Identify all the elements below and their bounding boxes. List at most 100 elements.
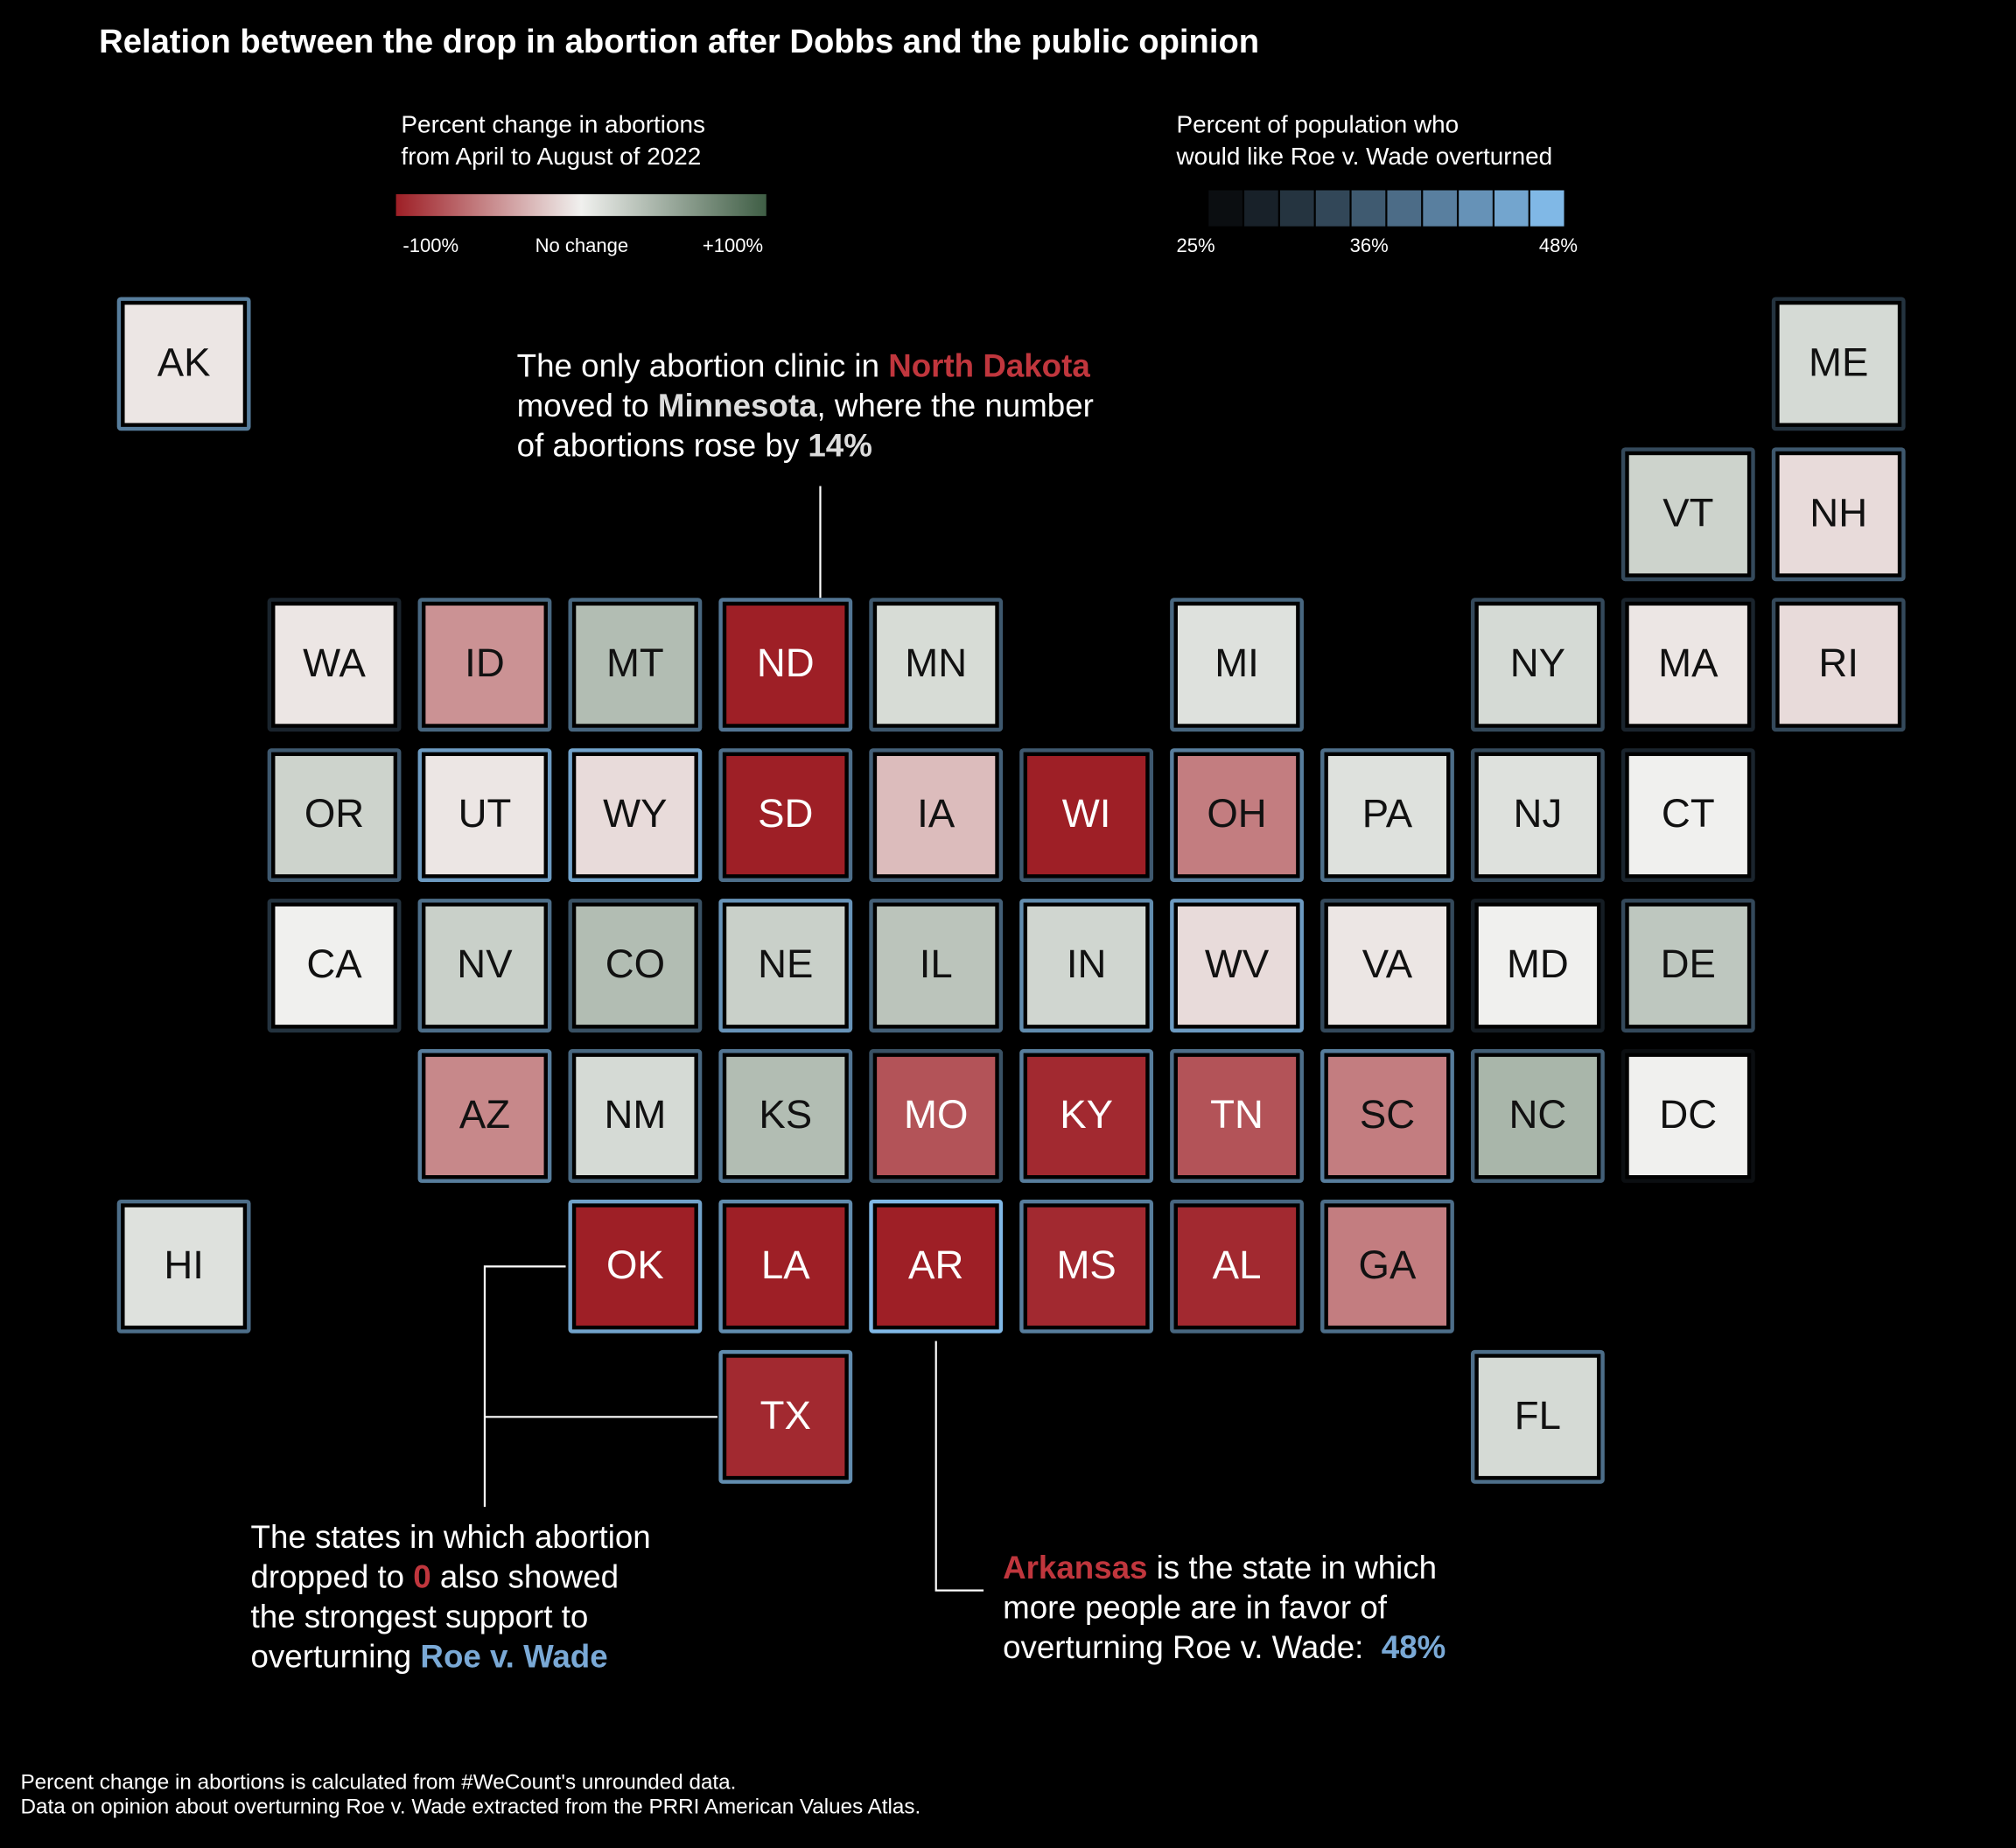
tile [425, 1056, 544, 1176]
tile-label: MO [904, 1092, 968, 1137]
tile [275, 606, 394, 724]
tile [1478, 906, 1597, 1026]
tile-label: NH [1810, 490, 1867, 535]
tile [1027, 756, 1146, 875]
tile [877, 1056, 996, 1176]
legend-tick-label: -100% [402, 234, 458, 256]
tile-label: RI [1818, 640, 1858, 685]
tile-label: NM [604, 1092, 666, 1137]
tile-label: AL [1213, 1242, 1262, 1287]
legend-tick-label: 25% [1176, 234, 1214, 256]
legend-title: Percent change in abortions [401, 110, 705, 137]
tile [124, 1207, 243, 1326]
tile-label: TX [760, 1393, 811, 1438]
connector [483, 1265, 566, 1508]
tile-label: ID [465, 640, 505, 685]
legend-swatch [1459, 190, 1493, 227]
tile-label: NC [1508, 1092, 1566, 1137]
tile-label: WI [1062, 791, 1111, 836]
tile-label: WY [603, 791, 667, 836]
annotation-text: 48% [1382, 1629, 1446, 1665]
tile-label: MD [1507, 942, 1569, 986]
annotation-text: the strongest support to [251, 1599, 589, 1634]
tile [1628, 756, 1747, 875]
legend-swatch [1423, 190, 1457, 227]
legend-swatch [1208, 190, 1242, 227]
tile-label: CO [606, 942, 665, 986]
footnote: Percent change in abortions is calculate… [21, 1770, 737, 1794]
annotation-line: overturning Roe v. Wade [251, 1638, 608, 1674]
tile [877, 1207, 996, 1326]
annotation-text: also showed [431, 1558, 619, 1594]
legend-swatch [1494, 190, 1529, 227]
tile-label: PA [1362, 791, 1413, 836]
annotation-text: North Dakota [888, 347, 1090, 383]
tile [1779, 455, 1898, 574]
tile-label: MS [1056, 1242, 1116, 1287]
tile-label: NV [457, 942, 513, 986]
tile [1779, 606, 1898, 724]
tile-label: MT [606, 640, 664, 685]
tile-label: IA [917, 791, 956, 836]
tile-label: NE [758, 942, 813, 986]
tile [1327, 756, 1447, 875]
tile [1177, 756, 1297, 875]
tile [877, 906, 996, 1026]
tile-label: SC [1360, 1092, 1415, 1137]
tile-label: NY [1510, 640, 1565, 685]
legend-swatch [1315, 190, 1350, 227]
tile [726, 756, 845, 875]
tile [877, 606, 996, 724]
tile-label: LA [761, 1242, 810, 1287]
legend-tick-label: 48% [1539, 234, 1578, 256]
tile [1327, 1207, 1447, 1326]
tile-label: DC [1659, 1092, 1717, 1137]
tile-label: WA [303, 640, 366, 685]
tile [124, 304, 243, 424]
legend-swatch [1244, 190, 1278, 227]
tile [1177, 1207, 1297, 1326]
tile [1628, 455, 1747, 574]
tile-label: IN [1067, 942, 1107, 986]
annotation-text: moved to [517, 388, 658, 424]
tile [726, 1056, 845, 1176]
annotation-text: 0 [413, 1558, 430, 1594]
tile [1027, 1207, 1146, 1326]
tile [1628, 1056, 1747, 1176]
tile [1628, 606, 1747, 724]
annotation-line: of abortions rose by 14% [517, 427, 872, 463]
tile-label: TN [1210, 1092, 1264, 1137]
legend-swatch [1279, 190, 1314, 227]
tile [576, 1207, 695, 1326]
tile [1027, 1056, 1146, 1176]
annotation-line: The only abortion clinic in North Dakota [517, 347, 1091, 383]
tile [1779, 304, 1898, 424]
legend-colorbar [396, 193, 766, 216]
legend-title: would like Roe v. Wade overturned [1175, 143, 1552, 170]
annotation-text: The states in which abortion [251, 1519, 651, 1555]
legend-tick-label: +100% [703, 234, 763, 256]
tile-label: MN [905, 640, 967, 685]
tile [1478, 606, 1597, 724]
tile-label: KY [1060, 1092, 1113, 1137]
annotation-text: of abortions rose by [517, 427, 808, 463]
annotation-text: The only abortion clinic in [517, 347, 889, 383]
annotation-text: Arkansas [1003, 1550, 1147, 1586]
tile-label: VA [1362, 942, 1413, 986]
tile-label: WV [1205, 942, 1270, 986]
connectors [483, 486, 984, 1592]
annotation-line: dropped to 0 also showed [251, 1558, 620, 1594]
tile [726, 1357, 845, 1476]
annotation-text: 14% [808, 427, 872, 463]
tile-label: OK [606, 1242, 664, 1287]
tile-label: UT [458, 791, 512, 836]
tile [576, 606, 695, 724]
annotation-text: more people are in favor of [1003, 1589, 1388, 1625]
tile [1327, 906, 1447, 1026]
tile [576, 906, 695, 1026]
tile-label: ME [1809, 340, 1868, 384]
tile-label: DE [1661, 942, 1716, 986]
annotation-text: Roe v. Wade [420, 1638, 607, 1674]
tile-label: VT [1662, 490, 1713, 535]
